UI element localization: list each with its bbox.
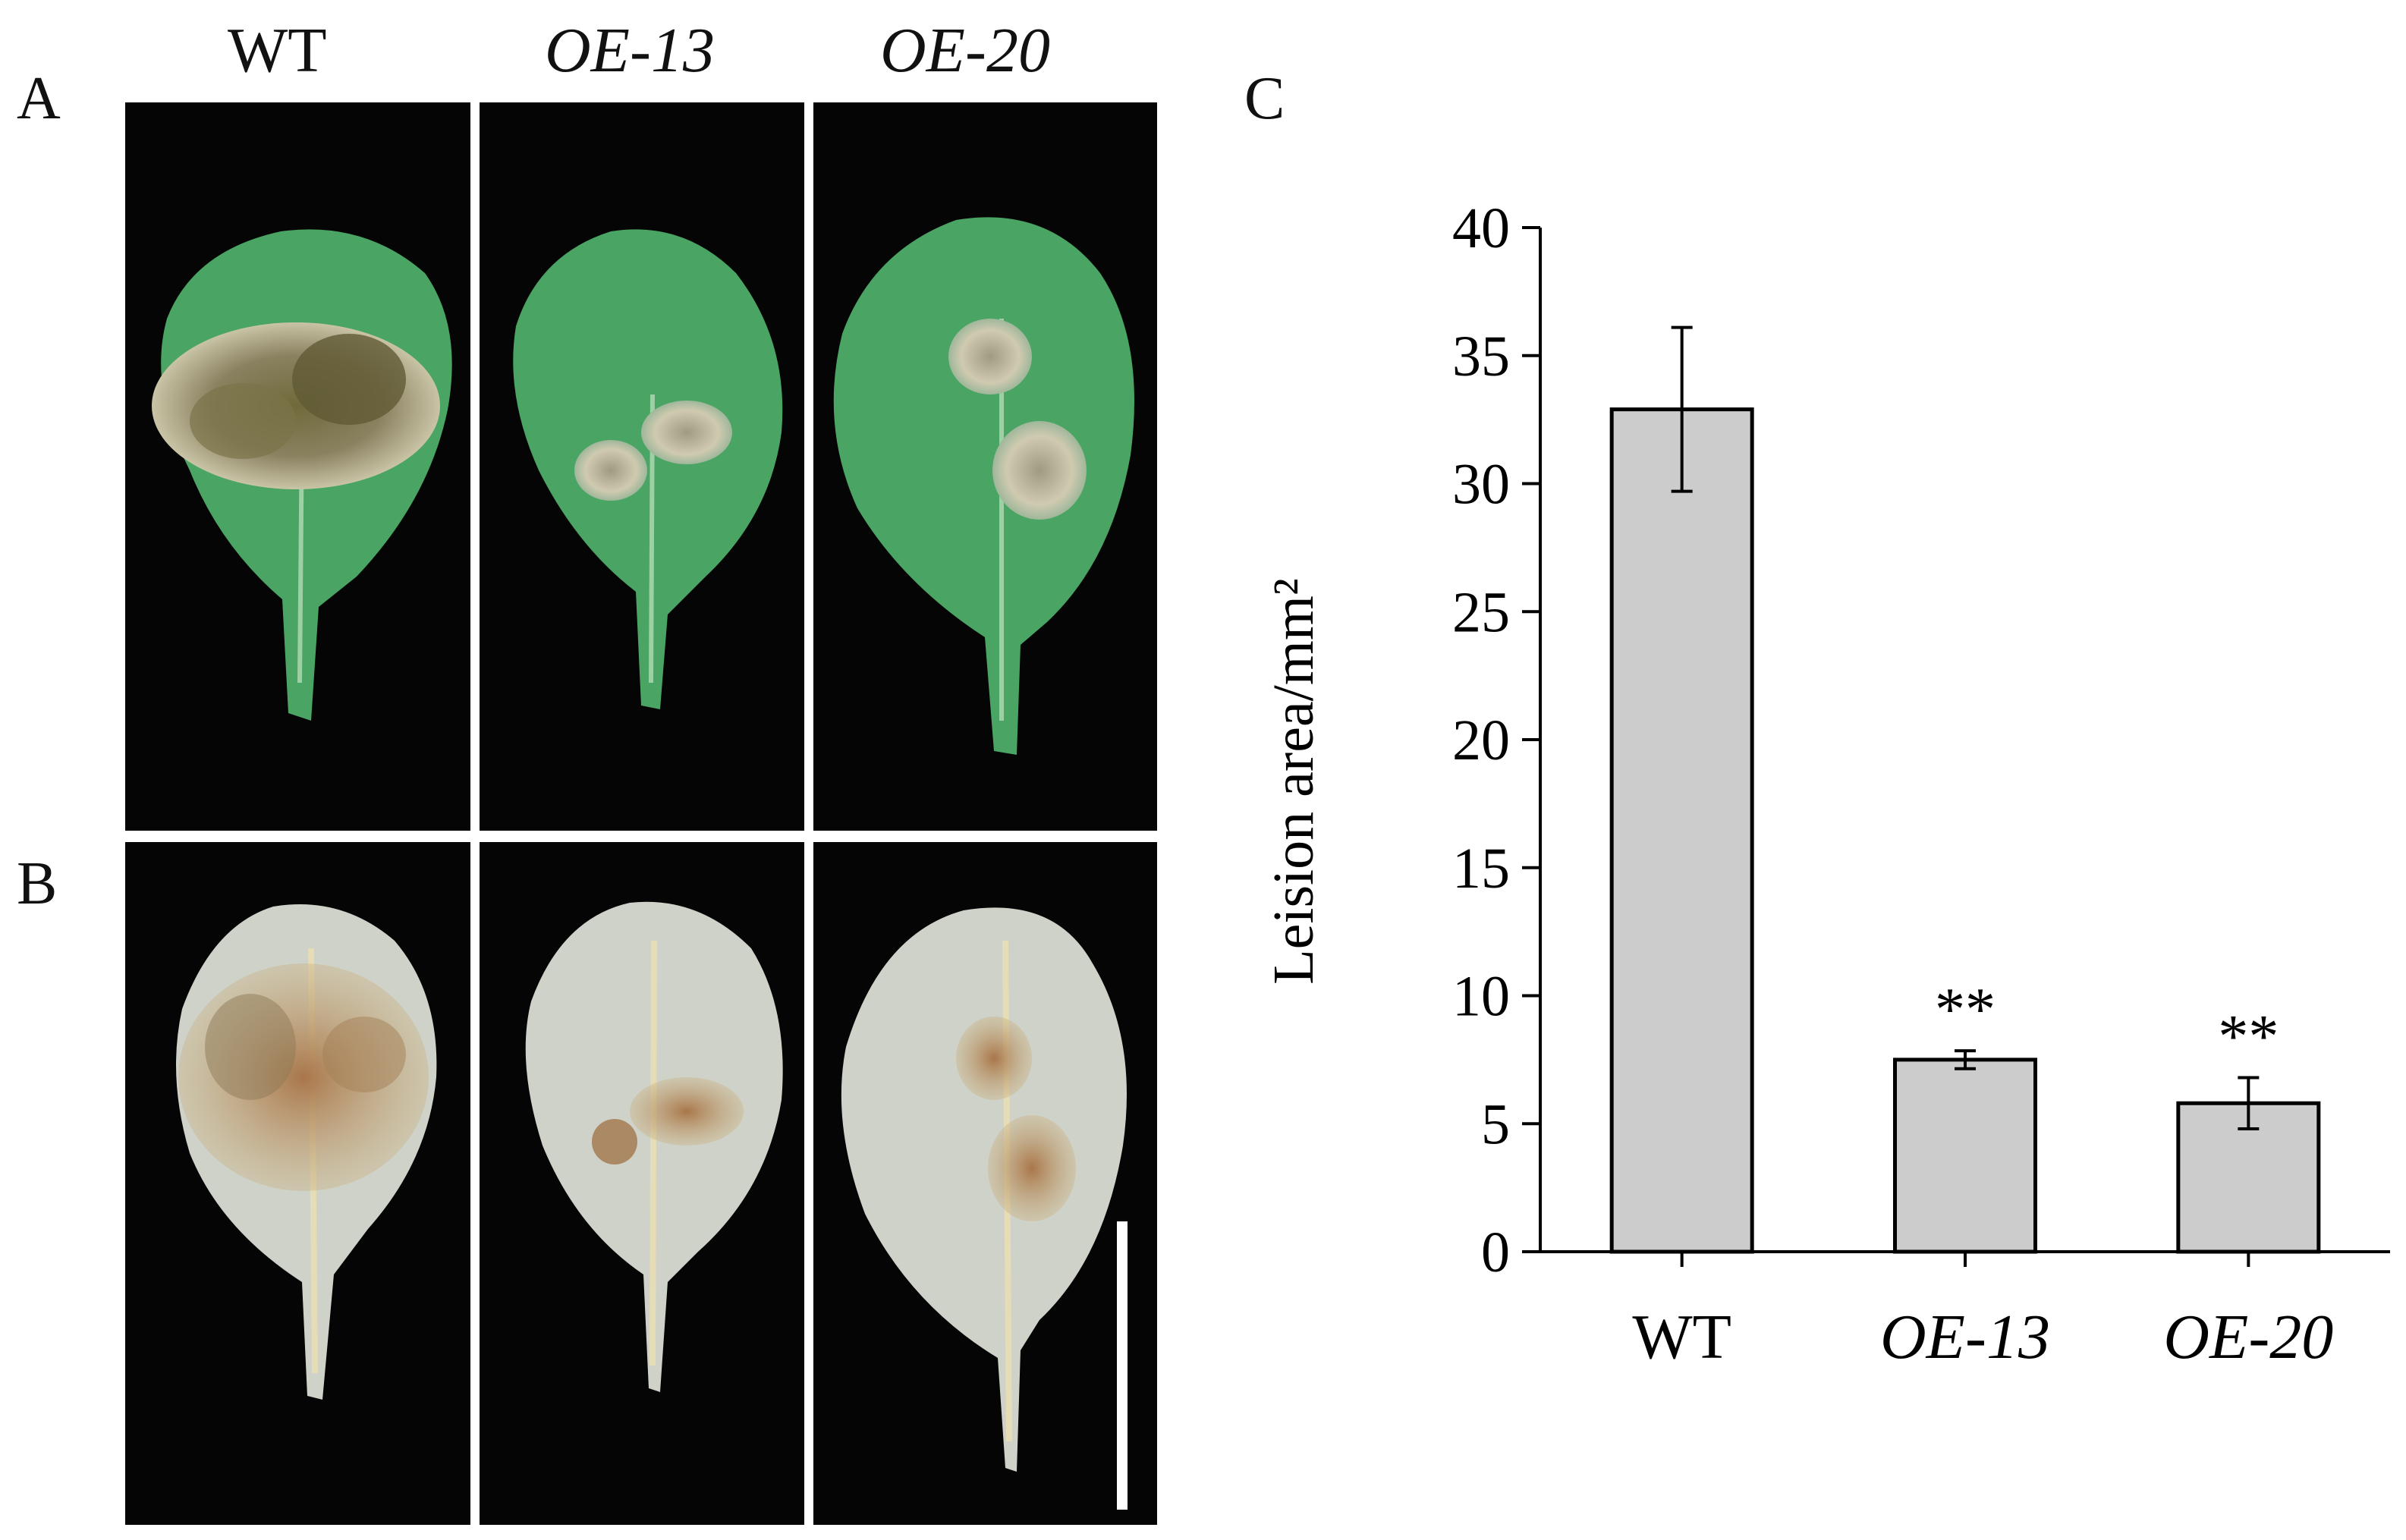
y-tick-label-25: 25 xyxy=(1452,580,1510,644)
significance-oe-13: ** xyxy=(1935,976,1996,1043)
panel-a-leaf-photos xyxy=(125,102,1157,1525)
panel-c-bar-chart: Leision area/mm² 0 5 10 15 20 25 30 35 40 WT ** OE-… xyxy=(1262,196,2390,1372)
stain-b-wt-3 xyxy=(322,1017,406,1092)
bar-oe-13 xyxy=(1893,1058,2037,1254)
y-tick-label-35: 35 xyxy=(1452,325,1510,388)
y-tick-label-0: 0 xyxy=(1481,1221,1510,1284)
y-tick-label-5: 5 xyxy=(1481,1092,1510,1156)
stain-b-oe20-1 xyxy=(956,1017,1032,1100)
y-tick-label-10: 10 xyxy=(1452,965,1510,1029)
panel-label-c: C xyxy=(1244,65,1285,132)
lesion-a-oe13-1 xyxy=(641,401,732,464)
x-tick-label-wt: WT xyxy=(1632,1302,1731,1372)
bar-wt xyxy=(1609,407,1754,1254)
y-axis-label: Leision area/mm² xyxy=(1262,578,1326,985)
genotype-header-oe13: OE-13 xyxy=(545,15,715,86)
lesion-a-wt-center xyxy=(292,334,406,425)
leaf-a-oe13 xyxy=(513,229,783,710)
leaf-b-wt xyxy=(176,904,437,1400)
lesion-a-oe20-1 xyxy=(948,319,1032,394)
panel-label-a: A xyxy=(17,65,61,132)
y-tick-label-30: 30 xyxy=(1452,453,1510,517)
panel-label-b: B xyxy=(17,850,58,917)
significance-oe-20: ** xyxy=(2218,1004,2279,1070)
y-tick-label-15: 15 xyxy=(1452,837,1510,900)
genotype-header-wt: WT xyxy=(228,15,327,86)
leaf-b-oe13 xyxy=(525,901,783,1392)
stain-b-wt-2 xyxy=(205,994,296,1100)
stain-b-oe13-2 xyxy=(592,1119,637,1164)
y-tick-label-40: 40 xyxy=(1452,196,1510,260)
scale-bar xyxy=(1117,1221,1128,1510)
y-tick-label-20: 20 xyxy=(1452,709,1510,772)
genotype-header-oe20: OE-20 xyxy=(880,15,1050,86)
stain-b-oe20-2 xyxy=(988,1115,1076,1221)
x-tick-label-oe-20: OE-20 xyxy=(2163,1302,2333,1372)
lesion-a-oe20-2 xyxy=(992,421,1087,520)
x-tick-label-oe-13: OE-13 xyxy=(1880,1302,2050,1372)
leaf-a-wt xyxy=(152,229,452,721)
lesion-a-oe13-2 xyxy=(574,440,647,501)
stain-b-oe13-1 xyxy=(630,1077,744,1146)
leaf-b-oe20 xyxy=(841,907,1127,1472)
leaf-a-oe20 xyxy=(833,217,1134,755)
lesion-a-wt-left xyxy=(190,383,296,459)
